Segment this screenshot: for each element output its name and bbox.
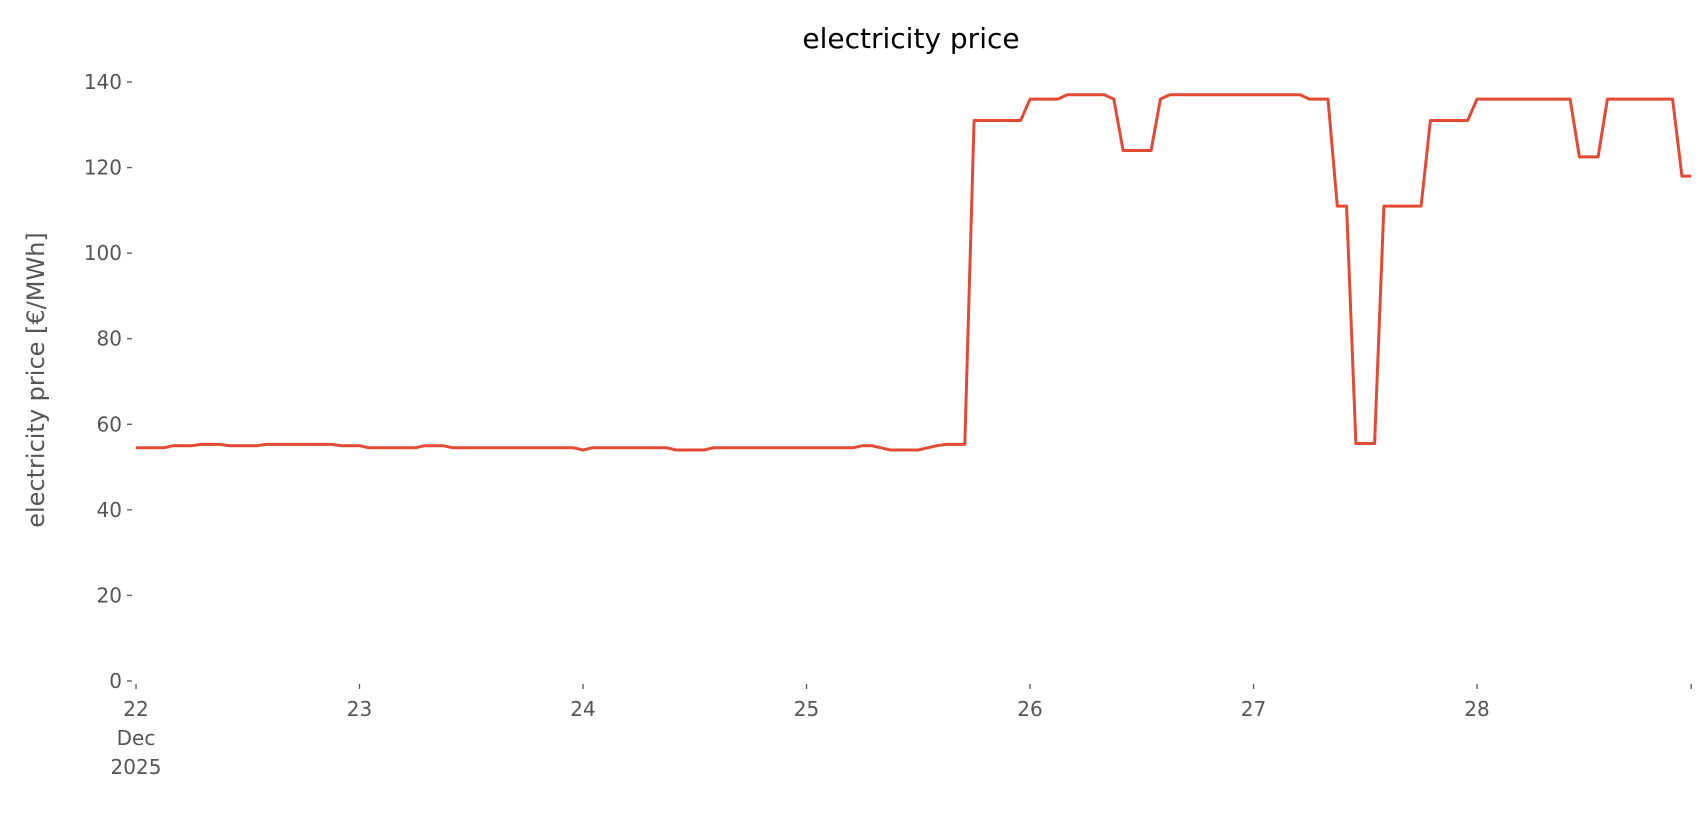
y-axis-label: electricity price [€/MWh]: [22, 232, 50, 528]
y-tick-label: 120: [84, 156, 122, 180]
y-tick-label: 100: [84, 241, 122, 265]
y-tick-label: 40: [97, 498, 122, 522]
x-tick-label: 26: [1017, 697, 1042, 721]
y-tick-label: 60: [97, 412, 122, 436]
x-tick-label: 24: [570, 697, 595, 721]
y-tick-label: 140: [84, 70, 122, 94]
x-axis: 22 Dec 2025 23 24 25 26 27 28: [111, 684, 1692, 779]
y-tick-label: 20: [97, 583, 122, 607]
x-tick-label: 28: [1464, 697, 1489, 721]
x-tick-label: 2025: [111, 755, 162, 779]
x-tick-label: 25: [794, 697, 819, 721]
series-line-electricity-price: [136, 93, 1692, 452]
x-tick-label: Dec: [117, 726, 156, 750]
y-axis: 0 20 40 60 80 100 120 140: [84, 70, 132, 693]
y-tick-label: 80: [97, 327, 122, 351]
x-tick-label: 23: [347, 697, 372, 721]
x-tick-label: 27: [1241, 697, 1266, 721]
x-tick-label: 22: [123, 697, 148, 721]
chart-title: electricity price: [802, 22, 1019, 55]
y-tick-label: 0: [109, 669, 122, 693]
